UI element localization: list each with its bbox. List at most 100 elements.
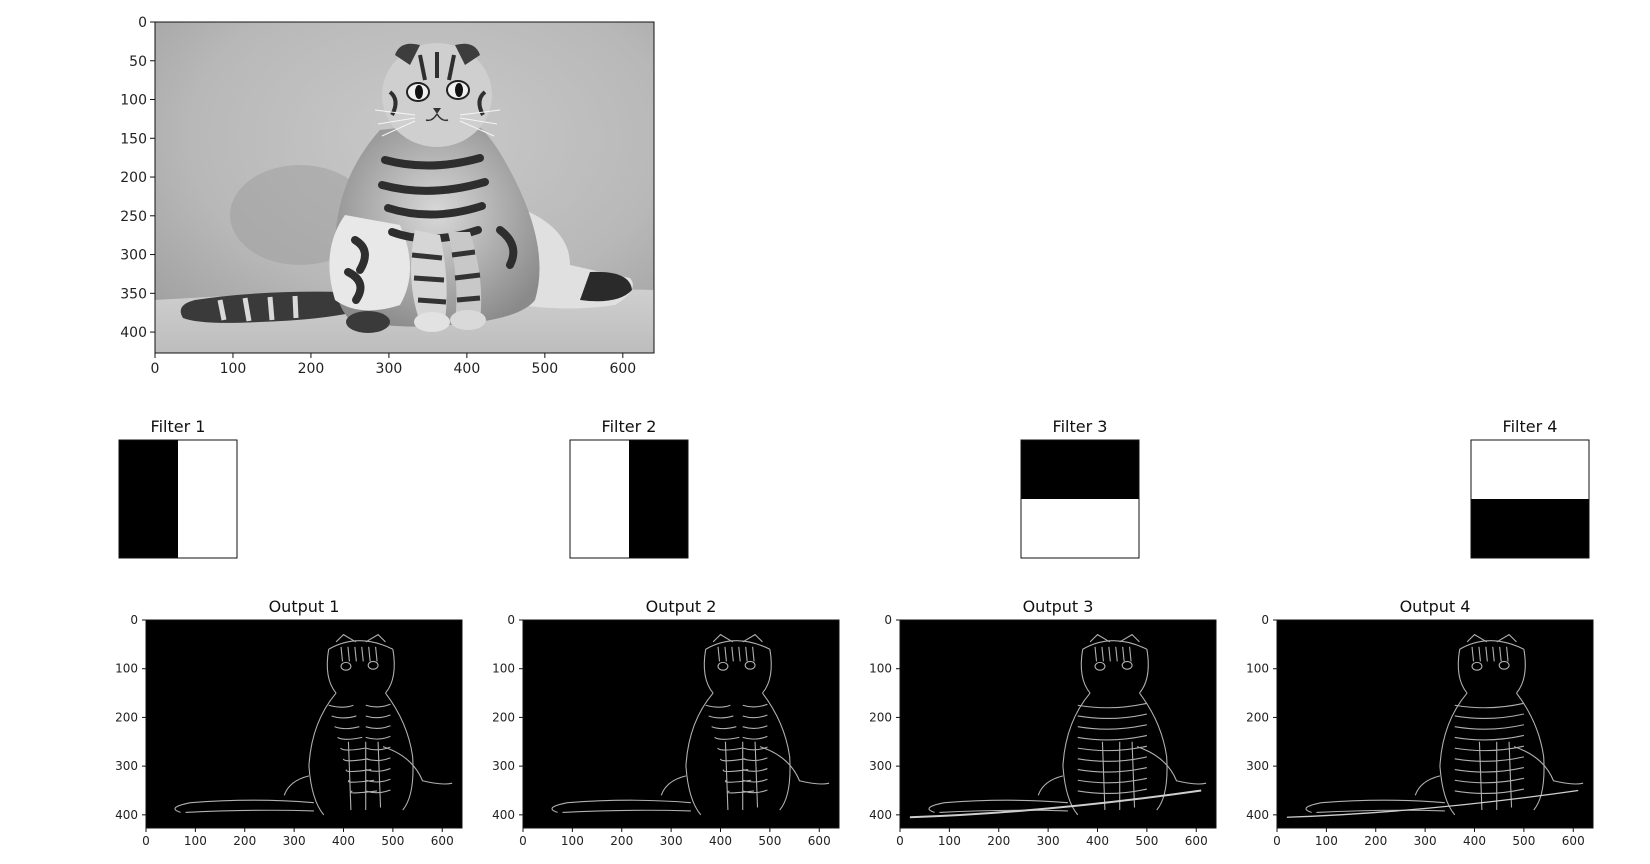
original-image-axes: 0 100 200 300 400 500 600 0 50 100 150 200 250 300 35… xyxy=(120,15,655,377)
filter-frame xyxy=(118,439,238,559)
output-3-axes: Output 3 0 100 200 300 400 500 600 0 100 200 300 400 xyxy=(869,597,1217,848)
x-tick-label: 400 xyxy=(1463,834,1486,848)
y-tick-label: 0 xyxy=(130,613,138,627)
x-tick-label: 400 xyxy=(1086,834,1109,848)
y-tick-label: 300 xyxy=(120,248,147,264)
x-tick-label: 400 xyxy=(709,834,732,848)
x-tick-label: 0 xyxy=(896,834,904,848)
x-tick-label: 100 xyxy=(184,834,207,848)
y-tick-labels: 0 50 100 150 200 250 300 350 400 xyxy=(120,15,155,341)
y-tick-label: 100 xyxy=(869,662,892,676)
x-tick-label: 200 xyxy=(1364,834,1387,848)
filter-frame xyxy=(569,439,689,559)
y-tick-label: 400 xyxy=(492,808,515,822)
output-title: Output 4 xyxy=(1400,597,1471,616)
y-tick-label: 200 xyxy=(869,710,892,724)
output-frame xyxy=(1276,619,1594,829)
x-tick-label: 300 xyxy=(1414,834,1437,848)
x-tick-label: 300 xyxy=(283,834,306,848)
output-2-image xyxy=(523,620,839,828)
output-title: Output 1 xyxy=(269,597,340,616)
output-1-axes: Output 1 0 100 200 300 400 500 600 0 100 200 300 400 xyxy=(115,597,463,848)
y-tick-label: 300 xyxy=(869,759,892,773)
y-tick-label: 200 xyxy=(492,710,515,724)
y-tick-label: 250 xyxy=(120,209,147,225)
output-2-axes: Output 2 0 100 200 300 400 500 600 0 100 200 300 400 xyxy=(492,597,840,848)
edge-response xyxy=(909,633,1207,819)
filter-frame xyxy=(1470,439,1590,559)
y-tick-label: 0 xyxy=(1261,613,1269,627)
y-tick-label: 300 xyxy=(115,759,138,773)
x-tick-label: 300 xyxy=(660,834,683,848)
y-tick-label: 0 xyxy=(884,613,892,627)
x-tick-label: 500 xyxy=(1512,834,1535,848)
edge-response xyxy=(174,633,453,816)
x-tick-label: 100 xyxy=(220,361,247,377)
filter-black-region xyxy=(1021,440,1139,499)
y-tick-label: 100 xyxy=(115,662,138,676)
output-3-image xyxy=(900,620,1216,828)
edge-response xyxy=(1286,633,1584,818)
filter-1-panel: Filter 1 xyxy=(118,417,238,559)
y-tick-label: 100 xyxy=(492,662,515,676)
x-tick-label: 600 xyxy=(808,834,831,848)
outputs-row: Output 1 0 100 200 300 400 500 600 0 100 200 300 400… xyxy=(115,597,1594,848)
x-tick-label: 600 xyxy=(609,361,636,377)
x-tick-label: 100 xyxy=(938,834,961,848)
x-tick-label: 600 xyxy=(1562,834,1585,848)
output-4-axes: Output 4 0 100 200 300 400 500 600 0 100 200 300 400 xyxy=(1246,597,1594,848)
y-tick-label: 0 xyxy=(138,15,147,31)
x-tick-label: 0 xyxy=(151,361,160,377)
filter-title: Filter 3 xyxy=(1053,417,1108,436)
output-title: Output 2 xyxy=(646,597,717,616)
cat-photo xyxy=(155,22,654,353)
filter-black-region xyxy=(1471,499,1589,558)
filter-title: Filter 1 xyxy=(151,417,206,436)
y-tick-label: 150 xyxy=(120,131,147,147)
x-tick-label: 400 xyxy=(332,834,355,848)
output-1-image xyxy=(146,620,462,828)
filter-3-panel: Filter 3 xyxy=(1020,417,1140,559)
x-tick-label: 0 xyxy=(519,834,527,848)
output-frame xyxy=(899,619,1217,829)
x-tick-label: 500 xyxy=(531,361,558,377)
filter-2-panel: Filter 2 xyxy=(569,417,689,559)
x-tick-labels: 0 100 200 300 400 500 600 xyxy=(151,353,636,377)
output-frame xyxy=(145,619,463,829)
y-tick-label: 200 xyxy=(1246,710,1269,724)
edge-response xyxy=(551,633,830,816)
x-tick-label: 0 xyxy=(142,834,150,848)
y-tick-label: 400 xyxy=(869,808,892,822)
y-tick-label: 100 xyxy=(1246,662,1269,676)
x-tick-label: 500 xyxy=(758,834,781,848)
x-tick-label: 500 xyxy=(381,834,404,848)
x-tick-label: 200 xyxy=(298,361,325,377)
y-tick-label: 100 xyxy=(120,93,147,109)
y-tick-label: 200 xyxy=(120,170,147,186)
y-tick-label: 400 xyxy=(115,808,138,822)
filter-4-panel: Filter 4 xyxy=(1470,417,1590,559)
y-tick-label: 400 xyxy=(120,325,147,341)
x-tick-label: 400 xyxy=(454,361,481,377)
x-tick-label: 300 xyxy=(376,361,403,377)
y-tick-label: 50 xyxy=(129,54,147,70)
x-tick-label: 300 xyxy=(1037,834,1060,848)
x-tick-label: 600 xyxy=(431,834,454,848)
y-tick-label: 400 xyxy=(1246,808,1269,822)
x-tick-label: 200 xyxy=(233,834,256,848)
filters-row: Filter 1 Filter 2 Filter 3 Filter 4 xyxy=(118,417,1590,559)
y-tick-label: 0 xyxy=(507,613,515,627)
output-frame xyxy=(522,619,840,829)
x-tick-label: 600 xyxy=(1185,834,1208,848)
filter-black-region xyxy=(629,440,688,558)
y-tick-label: 200 xyxy=(115,710,138,724)
x-tick-label: 100 xyxy=(1315,834,1338,848)
y-tick-label: 350 xyxy=(120,286,147,302)
y-tick-label: 300 xyxy=(1246,759,1269,773)
x-tick-label: 200 xyxy=(987,834,1010,848)
filter-title: Filter 4 xyxy=(1503,417,1558,436)
y-tick-label: 300 xyxy=(492,759,515,773)
x-tick-label: 0 xyxy=(1273,834,1281,848)
output-4-image xyxy=(1277,620,1593,828)
